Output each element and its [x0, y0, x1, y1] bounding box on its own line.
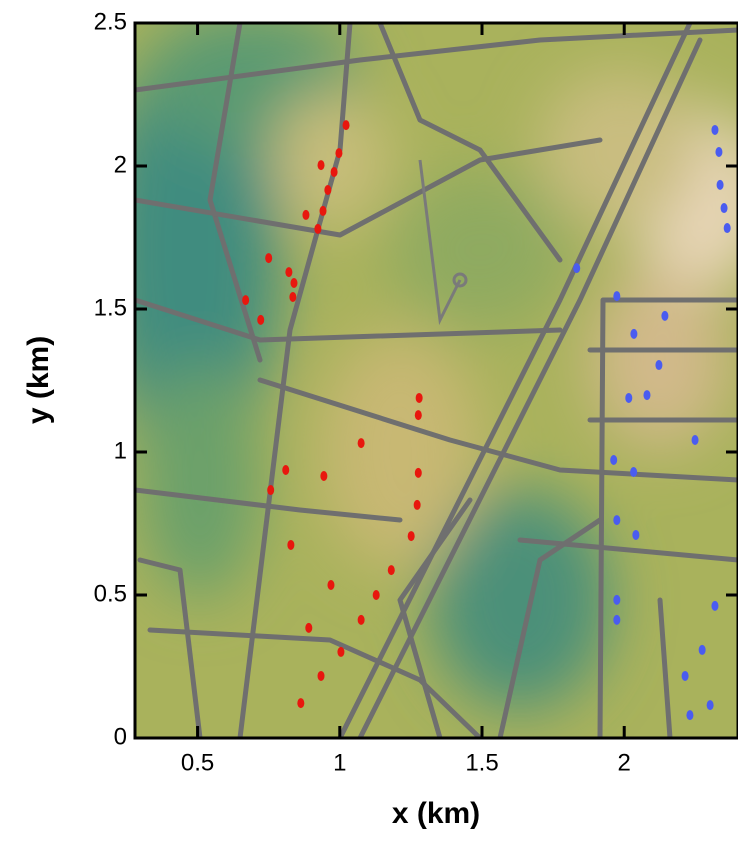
scatter-point	[314, 224, 321, 234]
scatter-point	[282, 465, 289, 475]
scatter-point	[692, 435, 699, 445]
scatter-point	[416, 393, 423, 403]
y-axis-title: y (km)	[22, 336, 55, 424]
scatter-point	[388, 565, 395, 575]
scatter-point	[625, 393, 632, 403]
scatter-point	[686, 710, 693, 720]
scatter-point	[305, 623, 312, 633]
scatter-point	[331, 167, 338, 177]
x-tick-label: 1	[333, 749, 346, 776]
scatter-point	[267, 485, 274, 495]
scatter-point	[613, 291, 620, 301]
scatter-point	[335, 148, 342, 158]
y-tick-label: 2	[114, 151, 127, 178]
scatter-point	[661, 311, 668, 321]
scatter-point	[414, 500, 421, 510]
scatter-point	[717, 180, 724, 190]
y-tick-label: 1	[114, 437, 127, 464]
terrain-map	[100, 10, 738, 738]
scatter-point	[630, 329, 637, 339]
chart: x (km) y (km) 0.5 1 1.5 2 0 0.5 1 1.5 2 2.5	[0, 0, 738, 838]
scatter-point	[682, 671, 689, 681]
x-tick-label: 1.5	[465, 749, 498, 776]
scatter-point	[711, 601, 718, 611]
scatter-point	[318, 160, 325, 170]
scatter-point	[643, 390, 650, 400]
scatter-point	[320, 471, 327, 481]
scatter-point	[613, 515, 620, 525]
y-tick-label: 1.5	[94, 294, 127, 321]
scatter-point	[265, 253, 272, 263]
scatter-point	[655, 360, 662, 370]
y-tick-label: 2.5	[94, 8, 127, 35]
scatter-point	[287, 540, 294, 550]
y-tick-label: 0	[114, 723, 127, 750]
scatter-point	[613, 595, 620, 605]
scatter-point	[630, 467, 637, 477]
scatter-point	[724, 223, 731, 233]
scatter-point	[632, 530, 639, 540]
scatter-point	[711, 125, 718, 135]
scatter-point	[290, 278, 297, 288]
scatter-point	[320, 206, 327, 216]
scatter-point	[289, 292, 296, 302]
scatter-point	[408, 531, 415, 541]
scatter-point	[415, 468, 422, 478]
scatter-point	[715, 147, 722, 157]
scatter-point	[415, 410, 422, 420]
scatter-point	[242, 295, 249, 305]
scatter-point	[285, 267, 292, 277]
scatter-point	[257, 315, 264, 325]
scatter-point	[302, 210, 309, 220]
scatter-point	[610, 455, 617, 465]
scatter-point	[613, 615, 620, 625]
x-tick-label: 0.5	[181, 749, 214, 776]
scatter-point	[318, 671, 325, 681]
scatter-point	[707, 700, 714, 710]
x-tick-label: 2	[618, 749, 631, 776]
scatter-point	[373, 590, 380, 600]
scatter-point	[343, 120, 350, 130]
x-axis-title: x (km)	[392, 797, 480, 830]
scatter-point	[324, 185, 331, 195]
scatter-point	[327, 580, 334, 590]
scatter-point	[337, 647, 344, 657]
scatter-point	[358, 438, 365, 448]
scatter-point	[297, 698, 304, 708]
y-tick-label: 0.5	[94, 580, 127, 607]
scatter-point	[699, 645, 706, 655]
scatter-point	[573, 263, 580, 273]
scatter-point	[721, 203, 728, 213]
scatter-point	[358, 615, 365, 625]
